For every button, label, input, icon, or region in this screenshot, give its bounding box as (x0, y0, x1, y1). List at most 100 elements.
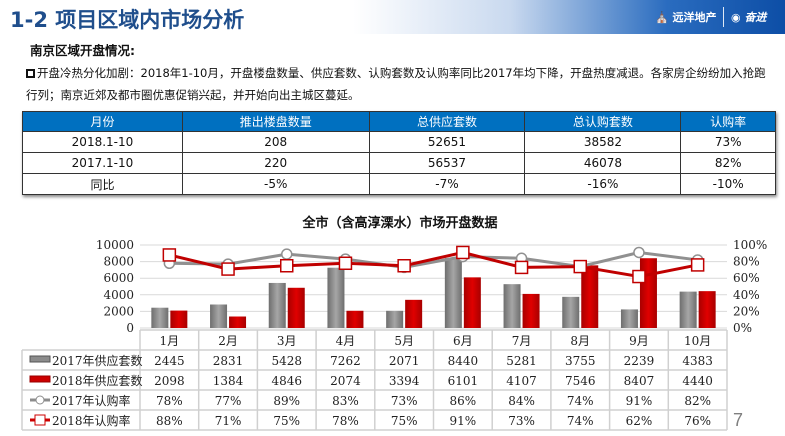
line-2017-rate (169, 250, 698, 269)
bar-2018-supply (170, 310, 188, 328)
legend-label: 2018年认购率 (52, 413, 131, 428)
line-2018-rate (168, 250, 698, 279)
data-table-value: 75% (273, 414, 300, 428)
y-right-tick-label: 40% (733, 288, 760, 302)
legend-square-marker-icon (34, 414, 46, 426)
y-right-tick-label: 20% (733, 304, 760, 318)
category-label: 6月 (453, 334, 473, 348)
y-right-tick-label: 60% (733, 271, 760, 285)
table-row: 同比 -5% -7% -16% -10% (22, 173, 776, 195)
chart-title: 全市（含高淳溧水）市场开盘数据 (301, 215, 497, 231)
cell: 38582 (524, 131, 682, 153)
category-label: 7月 (512, 334, 532, 348)
bar-2018-supply (287, 287, 305, 328)
data-table-value: 76% (684, 414, 711, 428)
data-table-value: 6101 (448, 374, 479, 388)
marker-2018-rate (338, 256, 353, 271)
data-table-value: 2831 (213, 354, 244, 368)
data-table-value: 73% (391, 394, 418, 408)
col-header: 总认购套数 (524, 111, 682, 132)
col-header: 认购率 (680, 111, 776, 132)
y-right-tick-label: 80% (733, 255, 760, 269)
cell: -10% (680, 173, 776, 195)
bar-2018-supply (522, 293, 540, 328)
category-label: 3月 (277, 334, 297, 348)
bar-2017-supply (327, 267, 345, 328)
marker-2018-rate (397, 259, 411, 273)
category-label: 9月 (629, 334, 649, 348)
bar-2018-supply (463, 277, 481, 328)
table-header-row: 月份 推出楼盘数量 总供应套数 总认购套数 认购率 (22, 111, 776, 132)
bar-2018-supply (346, 310, 364, 328)
cell: 82% (680, 152, 776, 174)
marker-2017-rate (633, 246, 645, 259)
bar-2018-supply (229, 316, 247, 328)
data-table-value: 3394 (389, 374, 420, 388)
page-number: 7 (733, 410, 744, 430)
col-header: 总供应套数 (368, 111, 526, 132)
col-header: 月份 (22, 111, 183, 132)
data-table-value: 62% (626, 414, 653, 428)
data-table-value: 89% (273, 394, 300, 408)
logo-text: 远洋地产 (672, 11, 717, 24)
cell: 52651 (368, 131, 526, 153)
legend-bar-icon (29, 355, 51, 363)
table-row: 2017.1-10 220 56537 46078 82% (22, 152, 776, 174)
bar-2017-supply (679, 291, 697, 328)
marker-2018-rate (632, 269, 646, 284)
category-label: 8月 (570, 334, 590, 348)
legend-bar-icon (29, 375, 51, 383)
bar-2018-supply (698, 291, 716, 328)
data-table-value: 73% (508, 414, 535, 428)
data-table-value: 91% (626, 394, 653, 408)
data-table-value: 91% (450, 414, 477, 428)
header-banner (0, 0, 785, 34)
bar-2017-supply (386, 310, 404, 328)
cell: 56537 (368, 152, 526, 174)
brand-logo-yuanyang: ⛪ 远洋地产 (655, 11, 717, 24)
data-table-value: 4383 (682, 354, 713, 368)
bar-2017-supply (444, 257, 462, 328)
data-table-value: 77% (215, 394, 242, 408)
y-left-tick-label: 4000 (103, 288, 134, 302)
cell: 73% (680, 131, 776, 153)
data-table-value: 7546 (565, 374, 596, 388)
legend-label: 2017年供应套数 (52, 353, 143, 368)
data-table-value: 2098 (154, 374, 185, 388)
summary-table: 月份 推出楼盘数量 总供应套数 总认购套数 认购率 2018.1-10 208 52… (22, 111, 776, 195)
marker-2018-rate (162, 248, 177, 262)
data-table-value: 71% (215, 414, 242, 428)
data-table-value: 8407 (624, 374, 655, 388)
category-label: 2月 (218, 334, 238, 348)
paragraph-text: 开盘冷热分化加剧：2018年1-10月，开盘楼盘数量、供应套数、认购套数及认购率… (26, 66, 766, 102)
cell: 46078 (524, 152, 682, 174)
bar-2017-supply (620, 309, 638, 328)
marker-2018-rate (221, 262, 235, 276)
bar-2018-supply (639, 258, 657, 328)
cell: -5% (181, 173, 370, 195)
table-row: 2018.1-10 208 52651 38582 73% (22, 131, 776, 153)
data-table-value: 74% (567, 414, 594, 428)
marker-2018-rate (514, 260, 529, 275)
bar-2017-supply (210, 304, 228, 328)
bar-2017-supply (268, 282, 286, 328)
bar-2018-supply (581, 265, 599, 328)
data-table-value: 86% (450, 394, 477, 408)
data-table-value: 8440 (448, 354, 479, 368)
market-chart: 全市（含高淳溧水）市场开盘数据 0 2000 4000 6000 8000 10000 0%… (21, 215, 767, 431)
bullet-square-icon (26, 69, 35, 78)
data-table-value: 3755 (565, 354, 596, 368)
data-table-value: 88% (156, 414, 183, 428)
data-table-value: 2239 (624, 354, 655, 368)
legend-circle-marker-icon (35, 395, 45, 405)
cell: 同比 (22, 173, 183, 195)
data-table-value: 1384 (213, 374, 244, 388)
page-title: 1-2 项目区域内市场分析 (10, 8, 245, 32)
category-label: 5月 (394, 334, 414, 348)
data-table-value: 84% (508, 394, 535, 408)
data-table-value: 78% (332, 414, 359, 428)
data-table-value: 83% (332, 394, 359, 408)
data-table-value: 2071 (389, 354, 420, 368)
marker-2018-rate (573, 259, 587, 274)
legend-label: 2017年认购率 (52, 393, 131, 408)
